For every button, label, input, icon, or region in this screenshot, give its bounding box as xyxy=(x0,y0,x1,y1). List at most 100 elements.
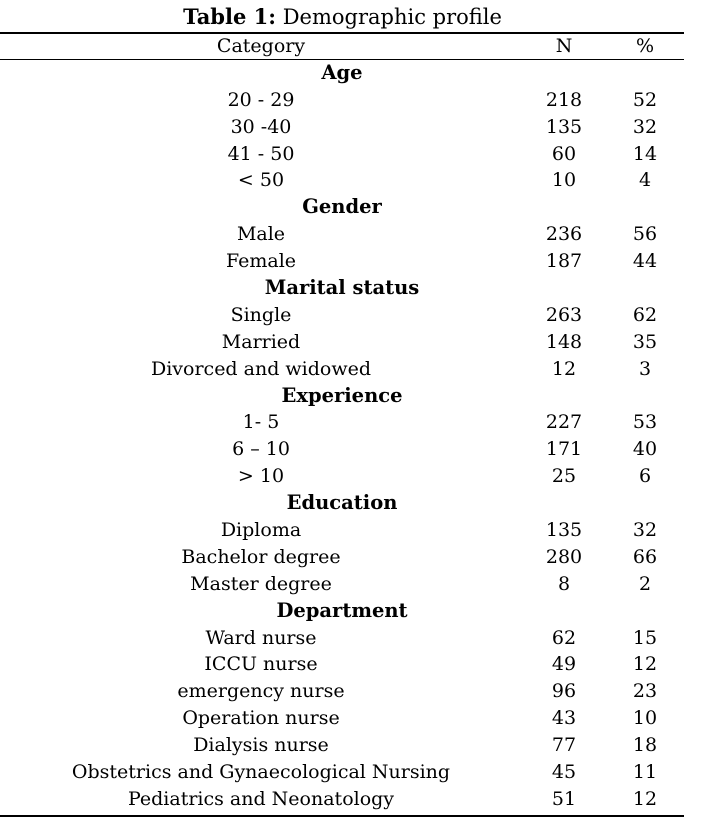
category-cell: ICCU nurse xyxy=(204,653,318,676)
n-cell: 227 xyxy=(545,411,583,434)
percent-cell: 12 xyxy=(632,653,658,676)
n-cell: 10 xyxy=(551,169,577,192)
category-cell: Ward nurse xyxy=(205,626,317,649)
category-cell: > 10 xyxy=(237,465,285,488)
category-cell: Operation nurse xyxy=(182,707,340,730)
table-row: Pediatrics and Neonatology 51 12 xyxy=(0,786,684,813)
percent-cell: 18 xyxy=(632,734,658,757)
n-cell: 236 xyxy=(545,223,583,246)
table-row: Female 187 44 xyxy=(0,248,684,275)
n-cell: 45 xyxy=(551,761,577,784)
category-cell: Single xyxy=(230,303,292,326)
n-cell: 135 xyxy=(545,115,583,138)
category-cell: Bachelor degree xyxy=(181,545,341,568)
category-cell: Male xyxy=(236,223,286,246)
category-cell: Pediatrics and Neonatology xyxy=(127,787,395,810)
n-cell: 25 xyxy=(551,465,577,488)
category-cell: 1- 5 xyxy=(242,411,280,434)
table-row: 30 -40 135 32 xyxy=(0,114,684,141)
category-cell: Divorced and widowed xyxy=(150,357,372,380)
table-caption: Table 1: Demographic profile xyxy=(0,3,685,31)
percent-cell: 32 xyxy=(632,115,658,138)
n-cell: 280 xyxy=(545,545,583,568)
category-cell: Dialysis nurse xyxy=(193,734,329,757)
n-cell: 77 xyxy=(551,734,577,757)
group-heading: Department xyxy=(276,598,408,622)
group-heading: Experience xyxy=(281,383,403,407)
n-cell: 51 xyxy=(551,787,577,810)
n-cell: 171 xyxy=(545,438,583,461)
category-cell: < 50 xyxy=(237,169,285,192)
table-row: Bachelor degree 280 66 xyxy=(0,544,684,571)
table-row: Married 148 35 xyxy=(0,329,684,356)
category-cell: Obstetrics and Gynaecological Nursing xyxy=(71,761,451,784)
percent-cell: 23 xyxy=(632,680,658,703)
percent-cell: 66 xyxy=(632,545,658,568)
n-cell: 60 xyxy=(551,142,577,165)
percent-cell: 6 xyxy=(638,465,652,488)
percent-cell: 12 xyxy=(632,787,658,810)
table-row: Divorced and widowed 12 3 xyxy=(0,356,684,383)
table-header-rule xyxy=(0,59,684,60)
group-heading-row: Experience xyxy=(0,383,684,410)
group-heading: Education xyxy=(286,491,398,515)
table-body: Age 20 - 29 218 52 30 -40 135 32 41 - 50 60 14 < 5… xyxy=(0,60,684,813)
percent-cell: 62 xyxy=(632,303,658,326)
table-row: 6 – 10 171 40 xyxy=(0,436,684,463)
category-cell: 41 - 50 xyxy=(227,142,295,165)
percent-cell: 14 xyxy=(632,142,658,165)
n-cell: 62 xyxy=(551,626,577,649)
group-heading-row: Department xyxy=(0,598,684,625)
table-caption-label: Table 1: xyxy=(183,4,276,29)
table-row: Master degree 8 2 xyxy=(0,571,684,598)
table-top-rule xyxy=(0,32,684,34)
table-bottom-rule xyxy=(0,815,684,817)
percent-cell: 3 xyxy=(638,357,652,380)
n-cell: 148 xyxy=(545,330,583,353)
group-heading-row: Education xyxy=(0,490,684,517)
table-row: Diploma 135 32 xyxy=(0,517,684,544)
category-cell: 30 -40 xyxy=(230,115,292,138)
percent-cell: 15 xyxy=(632,626,658,649)
table-row: Male 236 56 xyxy=(0,221,684,248)
percent-cell: 4 xyxy=(638,169,652,192)
n-cell: 135 xyxy=(545,519,583,542)
percent-cell: 10 xyxy=(632,707,658,730)
category-cell: 6 – 10 xyxy=(232,438,290,461)
group-heading: Marital status xyxy=(264,276,420,300)
table-header-row: Category N % xyxy=(0,33,684,60)
percent-cell: 32 xyxy=(632,519,658,542)
group-heading-row: Gender xyxy=(0,194,684,221)
header-category: Category xyxy=(216,35,306,57)
n-cell: 8 xyxy=(557,572,571,595)
percent-cell: 53 xyxy=(632,411,658,434)
percent-cell: 52 xyxy=(632,88,658,111)
percent-cell: 40 xyxy=(632,438,658,461)
percent-cell: 35 xyxy=(632,330,658,353)
category-cell: Married xyxy=(221,330,301,353)
percent-cell: 44 xyxy=(632,250,658,273)
n-cell: 187 xyxy=(545,250,583,273)
table-row: 20 - 29 218 52 xyxy=(0,87,684,114)
table-row: Ward nurse 62 15 xyxy=(0,625,684,652)
category-cell: emergency nurse xyxy=(177,680,345,703)
table-row: Operation nurse 43 10 xyxy=(0,705,684,732)
n-cell: 96 xyxy=(551,680,577,703)
n-cell: 43 xyxy=(551,707,577,730)
table-row: Single 263 62 xyxy=(0,302,684,329)
table-row: 1- 5 227 53 xyxy=(0,409,684,436)
table-caption-title: Demographic profile xyxy=(282,5,502,29)
category-cell: 20 - 29 xyxy=(227,88,295,111)
table-row: < 50 10 4 xyxy=(0,167,684,194)
table-row: emergency nurse 96 23 xyxy=(0,678,684,705)
n-cell: 12 xyxy=(551,357,577,380)
table-row: Dialysis nurse 77 18 xyxy=(0,732,684,759)
group-heading-row: Marital status xyxy=(0,275,684,302)
category-cell: Female xyxy=(225,250,297,273)
group-heading-row: Age xyxy=(0,60,684,87)
header-n: N xyxy=(555,35,573,57)
n-cell: 263 xyxy=(545,303,583,326)
n-cell: 49 xyxy=(551,653,577,676)
n-cell: 218 xyxy=(545,88,583,111)
table-row: ICCU nurse 49 12 xyxy=(0,651,684,678)
